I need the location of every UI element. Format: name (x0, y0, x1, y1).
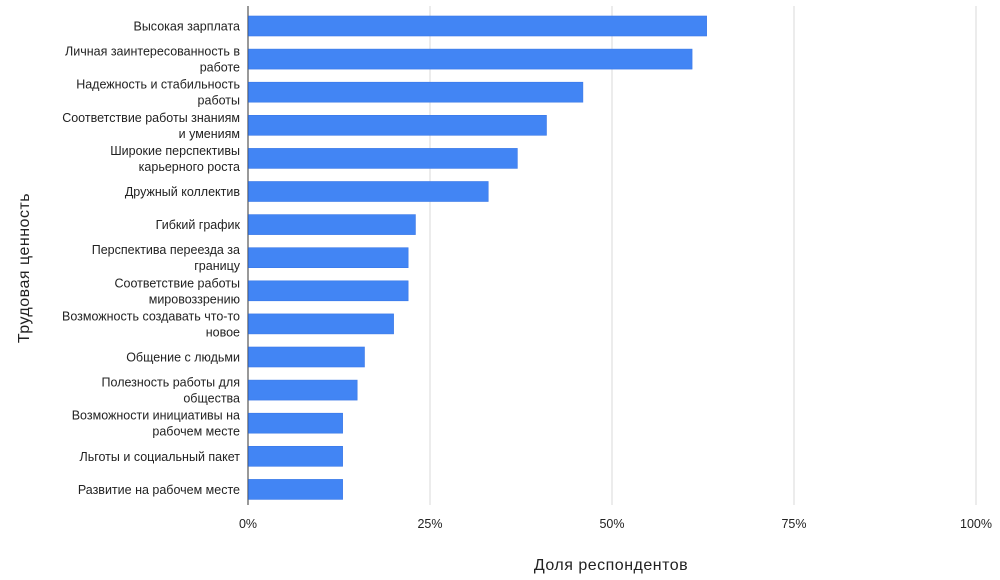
category-label: Перспектива переезда за границу (92, 243, 241, 273)
category-label: Соответствие работы мировоззрению (115, 276, 240, 306)
category-label: Гибкий график (156, 218, 241, 232)
x-tick-label: 0% (239, 517, 257, 531)
bar (248, 48, 693, 70)
category-label: Возможности инициативы на рабочем месте (72, 409, 240, 439)
bar (248, 412, 343, 434)
category-label: Возможность создавать что-то новое (62, 309, 240, 339)
category-label: Соответствие работы знаниям и умениям (62, 111, 240, 141)
category-label: Высокая зарплата (133, 20, 240, 34)
category-label: Широкие перспективы карьерного роста (110, 144, 240, 174)
x-tick-label: 25% (417, 517, 442, 531)
bar (248, 313, 394, 335)
x-tick-labels: 0% 25% 50% 75% 100% (239, 517, 992, 531)
x-tick-label: 50% (599, 517, 624, 531)
bar (248, 247, 409, 268)
category-label: Развитие на рабочем месте (78, 483, 240, 497)
category-label: Дружный коллектив (125, 185, 241, 199)
bar (248, 81, 584, 103)
bar (248, 346, 365, 368)
bar (248, 280, 409, 302)
y-axis-title: Трудовая ценность (16, 193, 33, 343)
category-labels: Высокая зарплата Личная заинтересованност… (62, 20, 241, 497)
category-label: Общение с людьми (126, 351, 240, 365)
bar (248, 214, 416, 235)
category-label: Полезность работы для общества (102, 376, 241, 406)
x-axis-title: Доля респондентов (534, 557, 688, 574)
bar (248, 181, 489, 202)
bar (248, 115, 547, 136)
bar (248, 445, 343, 467)
category-label: Личная заинтересованность в работе (65, 45, 240, 75)
x-tick-label: 100% (960, 517, 992, 531)
bar (248, 379, 358, 401)
bar (248, 15, 707, 37)
x-tick-label: 75% (781, 517, 806, 531)
bar (248, 148, 518, 169)
category-label: Льготы и социальный пакет (80, 450, 241, 464)
category-label: Надежность и стабильность работы (76, 78, 240, 108)
bars (248, 15, 707, 500)
bar (248, 479, 343, 500)
